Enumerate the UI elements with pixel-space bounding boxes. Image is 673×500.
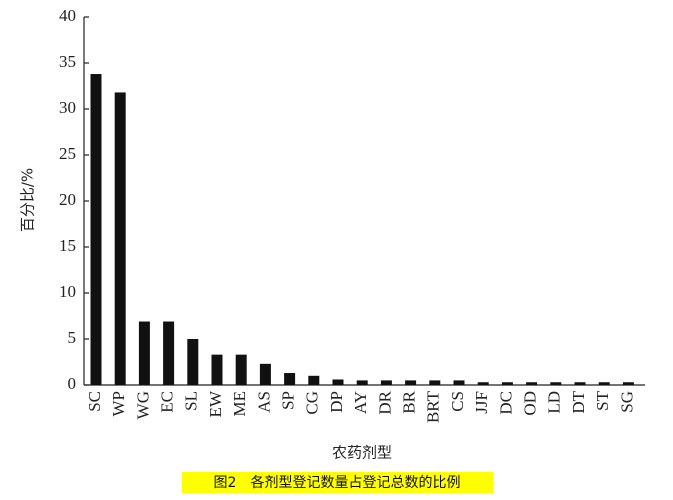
bar xyxy=(259,363,271,385)
bar xyxy=(380,380,392,385)
y-tick-label: 0 xyxy=(68,374,77,393)
caption-highlight xyxy=(182,472,493,493)
bar xyxy=(138,321,150,385)
x-tick-label: OD xyxy=(521,391,540,416)
x-tick-label: SL xyxy=(182,391,201,411)
x-tick-label: LD xyxy=(545,391,564,414)
bar xyxy=(187,339,199,385)
x-tick-label: WP xyxy=(109,391,128,417)
x-tick-label: BR xyxy=(400,390,419,413)
x-tick-label: SP xyxy=(279,391,298,410)
bar xyxy=(550,382,562,385)
bar xyxy=(332,379,344,385)
bar xyxy=(429,380,441,385)
x-tick-label: JJF xyxy=(472,391,491,414)
bar xyxy=(574,382,586,385)
bar xyxy=(501,382,513,385)
bar xyxy=(284,373,296,385)
bar xyxy=(622,382,634,385)
bar xyxy=(114,92,126,385)
x-tick-label: AY xyxy=(351,391,370,414)
bar xyxy=(405,380,417,385)
x-tick-label: DR xyxy=(375,390,394,414)
y-tick-label: 15 xyxy=(59,236,76,255)
y-tick-label: 40 xyxy=(59,6,76,25)
x-tick-label: SC xyxy=(85,391,104,412)
y-tick-label: 5 xyxy=(68,328,77,347)
x-tick-label: EC xyxy=(158,391,177,413)
y-tick-label: 10 xyxy=(59,282,76,301)
x-tick-label: SG xyxy=(617,391,636,413)
bar xyxy=(235,354,247,385)
bar xyxy=(356,380,368,385)
x-tick-label: CS xyxy=(448,391,467,412)
y-axis-label: 百分比/% xyxy=(19,168,37,232)
x-tick-label: ST xyxy=(593,390,612,410)
x-tick-label: DP xyxy=(327,391,346,413)
y-tick-label: 30 xyxy=(59,98,76,117)
x-tick-label: DT xyxy=(569,390,588,413)
y-tick-label: 25 xyxy=(59,144,76,163)
bar xyxy=(308,375,320,385)
bar xyxy=(526,382,538,385)
bar xyxy=(477,382,489,385)
x-tick-label: AS xyxy=(254,391,273,413)
bar xyxy=(163,321,175,385)
bar xyxy=(453,380,465,385)
y-tick-label: 35 xyxy=(59,52,76,71)
x-tick-label: CG xyxy=(303,391,322,415)
x-tick-label: DC xyxy=(496,391,515,415)
x-axis-label: 农药剂型 xyxy=(332,444,392,462)
x-tick-label: EW xyxy=(206,390,225,417)
x-tick-label: BRT xyxy=(424,390,443,423)
y-tick-label: 20 xyxy=(59,190,76,209)
caption: 图2 各剂型登记数量占登记总数的比例 xyxy=(214,475,461,491)
bar xyxy=(90,74,102,385)
bar xyxy=(211,354,223,385)
x-tick-label: ME xyxy=(230,391,249,417)
bar xyxy=(598,382,610,385)
x-tick-label: WG xyxy=(133,391,152,419)
